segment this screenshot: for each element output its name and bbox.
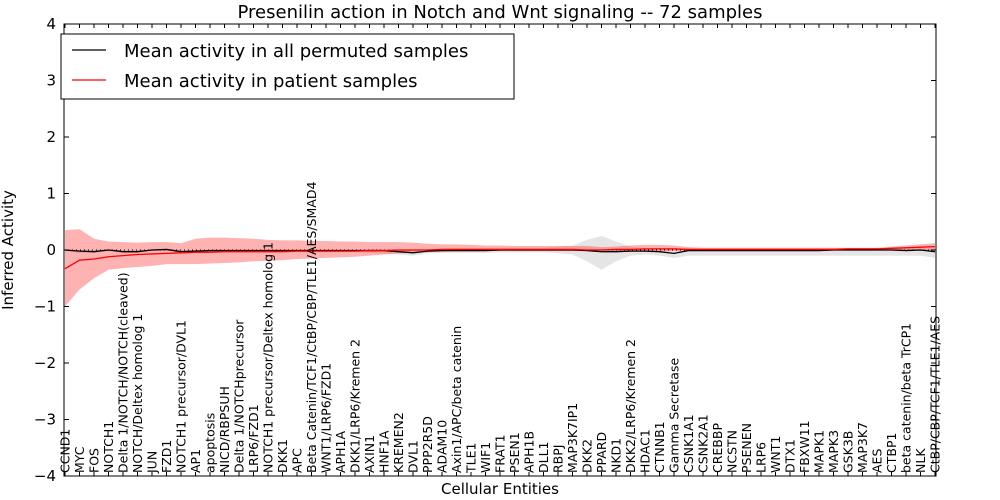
x-tick-label: PPARD bbox=[594, 432, 609, 473]
x-tick-label: GSK3B bbox=[841, 431, 856, 473]
x-tick-label: AP1 bbox=[188, 449, 203, 473]
y-tick-label: 4 bbox=[46, 15, 56, 33]
y-tick-label: 2 bbox=[46, 128, 56, 146]
band-patient bbox=[65, 229, 935, 307]
x-tick-label: NOTCH/Deltex homolog 1 bbox=[130, 314, 145, 473]
legend-label-patient: Mean activity in patient samples bbox=[124, 71, 418, 92]
x-tick-label: NKD1 bbox=[609, 438, 624, 473]
x-tick-label: PSEN1 bbox=[507, 432, 522, 473]
x-tick-label: DLL1 bbox=[536, 441, 551, 473]
chart-title: Presenilin action in Notch and Wnt signa… bbox=[238, 2, 763, 23]
x-tick-label: Gamma Secretase bbox=[667, 358, 682, 473]
x-tick-label: HNF1A bbox=[377, 430, 392, 473]
x-tick-label: APC bbox=[290, 448, 305, 473]
x-tick-label: MAPK3 bbox=[826, 430, 841, 473]
x-tick-label: PSENEN bbox=[739, 423, 754, 473]
x-tick-label: TLE1 bbox=[464, 443, 479, 474]
x-tick-label: JUN bbox=[145, 451, 160, 474]
y-tick-label: −4 bbox=[34, 467, 56, 485]
x-tick-label: DVL1 bbox=[406, 440, 421, 473]
x-tick-label: NLK bbox=[913, 448, 928, 473]
y-tick-label: −2 bbox=[34, 354, 56, 372]
x-tick-label: FBXW11 bbox=[797, 420, 812, 473]
x-axis-label: Cellular Entities bbox=[441, 480, 559, 498]
x-tick-label: NOTCH1 precursor/DVL1 bbox=[174, 320, 189, 473]
x-tick-label: FZD1 bbox=[159, 440, 174, 473]
x-tick-label: FOS bbox=[87, 448, 102, 473]
x-tick-label: DKK2/LRP6/Kremen 2 bbox=[623, 339, 638, 473]
legend-label-permuted: Mean activity in all permuted samples bbox=[124, 41, 468, 62]
x-tick-label: WNT1/LRP6/FZD1 bbox=[319, 363, 334, 473]
x-tick-label: AXIN1 bbox=[362, 435, 377, 473]
x-tick-label: MAP3K7 bbox=[855, 422, 870, 473]
x-tick-label: Delta 1/NOTCH/NOTCH(cleaved) bbox=[116, 272, 131, 473]
x-tick-label: WIF1 bbox=[478, 442, 493, 473]
confidence-bands bbox=[65, 229, 935, 307]
y-axis: 4 3 2 1 0 −1 −2 −3 −4 bbox=[34, 15, 936, 485]
x-tick-label: CSNK1A1 bbox=[681, 414, 696, 473]
x-tick-label: APH1A bbox=[333, 431, 348, 473]
x-tick-label: PPP2R5D bbox=[420, 416, 435, 473]
y-axis-label: Inferred Activity bbox=[0, 190, 17, 310]
y-tick-label: 1 bbox=[46, 185, 56, 203]
x-tick-label: NICD/RBPSUH bbox=[217, 386, 232, 473]
x-tick-label: CTBP1 bbox=[884, 433, 899, 473]
x-tick-label: LRP6/FZD1 bbox=[246, 404, 261, 473]
x-tick-label: DKK1/LRP6/Kremen 2 bbox=[348, 339, 363, 473]
x-tick-label: CtBP/CBP/TCF1/TLE1/AES bbox=[928, 316, 943, 473]
x-tick-label: ADAM10 bbox=[435, 420, 450, 473]
x-tick-label: DKK2 bbox=[580, 439, 595, 473]
band-permuted bbox=[65, 235, 935, 270]
x-tick-label: Delta 1/NOTCHprecursor bbox=[232, 319, 247, 473]
x-tick-label: WNT1 bbox=[768, 436, 783, 473]
x-tick-label: AES bbox=[870, 449, 885, 473]
x-tick-label: DKK1 bbox=[275, 439, 290, 473]
x-tick-label: APH1B bbox=[522, 431, 537, 473]
x-tick-label: KREMEN2 bbox=[391, 412, 406, 473]
x-tick-label: CCND1 bbox=[58, 429, 73, 473]
x-tick-label: CREBBP bbox=[710, 423, 725, 473]
x-tick-label: MAP3K7IP1 bbox=[565, 403, 580, 473]
x-tick-label: RBPJ bbox=[551, 445, 566, 474]
x-tick-label: DTX1 bbox=[783, 439, 798, 473]
x-tick-label: NOTCH1 precursor/Deltex homolog 1 bbox=[261, 242, 276, 473]
x-tick-label: Axin1/APC/beta catenin bbox=[449, 326, 464, 473]
y-tick-label: −3 bbox=[34, 411, 56, 429]
legend: Mean activity in all permuted samples Me… bbox=[60, 33, 515, 100]
x-tick-label: NOTCH1 bbox=[101, 421, 116, 473]
x-tick-label: CTNNB1 bbox=[652, 421, 667, 473]
x-tick-label: CSNK2A1 bbox=[696, 414, 711, 473]
legend-box bbox=[60, 33, 515, 100]
x-axis: CCND1 MYC FOS NOTCH1 Delta 1/NOTCH/NOTCH(cle… bbox=[58, 24, 943, 476]
x-tick-label: MAPK1 bbox=[812, 430, 827, 473]
series-line-patient bbox=[64, 245, 936, 270]
series-lines bbox=[64, 245, 936, 270]
x-tick-label: NCSTN bbox=[725, 430, 740, 473]
x-tick-label: Beta Catenin/TCF1/CtBP/CBP/TLE1/AES/SMAD… bbox=[304, 182, 319, 473]
y-tick-label: 3 bbox=[46, 72, 56, 90]
x-tick-label: beta catenin/beta TrCP1 bbox=[899, 323, 914, 473]
x-tick-label: HDAC1 bbox=[638, 429, 653, 473]
x-tick-label: apoptosis bbox=[203, 413, 218, 473]
x-tick-label: MYC bbox=[72, 446, 87, 473]
y-tick-label: 0 bbox=[46, 241, 56, 259]
y-tick-label: −1 bbox=[34, 298, 56, 316]
x-tick-label: LRP6 bbox=[754, 442, 769, 473]
x-tick-label: FRAT1 bbox=[493, 434, 508, 473]
